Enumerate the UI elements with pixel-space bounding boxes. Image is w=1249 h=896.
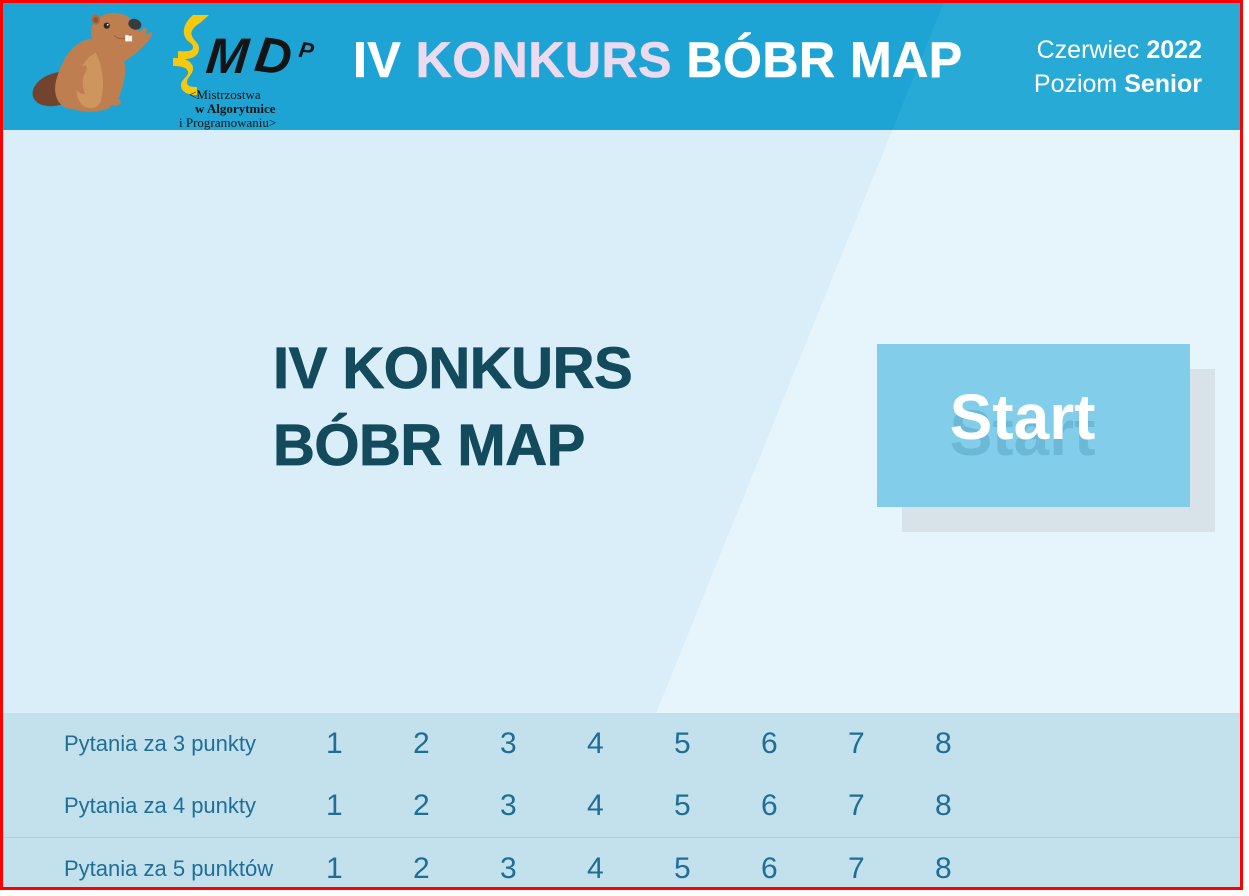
- svg-text:<Mistrzostwa: <Mistrzostwa: [189, 87, 261, 102]
- svg-text:P: P: [297, 37, 315, 64]
- svg-text:D: D: [252, 26, 296, 86]
- svg-text:M: M: [204, 28, 253, 84]
- svg-text:w Algorytmice: w Algorytmice: [195, 101, 276, 116]
- svg-text:i Programowaniu>: i Programowaniu>: [179, 115, 276, 130]
